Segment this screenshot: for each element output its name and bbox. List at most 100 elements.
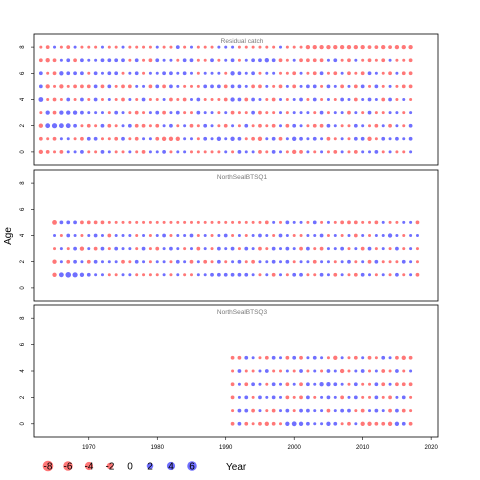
bubble — [333, 395, 337, 399]
bubble — [53, 45, 57, 49]
bubble — [217, 98, 221, 101]
bubble — [312, 123, 317, 128]
bubble — [58, 123, 64, 129]
bubble — [121, 136, 125, 141]
bubble — [320, 84, 324, 88]
bubble — [306, 220, 310, 224]
bubble — [210, 71, 214, 75]
bubble — [196, 110, 201, 115]
bubble — [306, 137, 310, 141]
bubble — [271, 246, 276, 251]
bubble — [353, 382, 358, 387]
bubble — [353, 136, 358, 141]
chart-panels: Residual catch02468NorthSealBTSQ102468No… — [20, 33, 439, 438]
bubble — [148, 71, 152, 75]
y-tick-label: 4 — [20, 233, 26, 237]
bubble — [408, 421, 413, 426]
bubble — [66, 150, 70, 154]
bubble — [244, 97, 249, 102]
bubble — [258, 58, 262, 63]
bubble — [258, 110, 262, 115]
bubble — [169, 150, 173, 154]
bubble — [196, 58, 200, 62]
bubble — [381, 247, 385, 251]
bubble — [114, 45, 118, 49]
bubble — [258, 260, 262, 264]
bubble — [408, 71, 413, 76]
bubble — [182, 71, 187, 76]
bubble — [381, 382, 386, 387]
bubble — [333, 409, 337, 413]
bubble — [142, 71, 146, 75]
bubble — [224, 260, 228, 264]
bubble — [169, 246, 173, 251]
bubble — [162, 220, 166, 224]
bubble — [381, 84, 385, 88]
bubble — [326, 220, 330, 224]
bubble — [114, 71, 119, 76]
bubble — [224, 220, 228, 224]
bubble — [107, 150, 111, 154]
bubble — [258, 71, 262, 75]
bubble — [134, 259, 139, 264]
bubble — [87, 71, 91, 75]
bubble — [189, 123, 194, 128]
bubble — [333, 272, 338, 277]
bubble — [66, 220, 71, 225]
bubble — [183, 260, 187, 264]
bubble — [230, 395, 235, 400]
bubble — [374, 382, 379, 387]
bubble — [59, 260, 63, 264]
bubble — [292, 369, 296, 373]
bubble — [361, 234, 365, 237]
bubble — [415, 220, 420, 225]
bubble — [183, 234, 187, 237]
bubble — [251, 136, 255, 141]
bubble — [114, 260, 118, 264]
bubble — [319, 233, 324, 238]
bubble — [237, 45, 241, 49]
bubble — [66, 58, 71, 63]
bubble — [279, 150, 283, 154]
bubble — [100, 71, 104, 75]
bubble — [279, 356, 283, 360]
bubble — [395, 234, 399, 237]
bubble — [408, 44, 413, 50]
bubble — [388, 247, 392, 251]
bubble — [312, 355, 317, 360]
bubble — [313, 395, 317, 399]
bubble — [326, 234, 330, 237]
bubble — [402, 58, 406, 62]
bubble — [66, 137, 70, 141]
bubble — [237, 408, 242, 413]
bubble — [354, 58, 358, 62]
bubble — [388, 58, 392, 62]
bubble — [333, 137, 337, 141]
bubble — [141, 97, 146, 102]
bubble — [224, 71, 228, 75]
bubble — [360, 421, 365, 426]
bubble — [93, 84, 98, 89]
bubble — [176, 71, 180, 75]
bubble — [87, 58, 91, 62]
panel-title: Residual catch — [221, 38, 264, 45]
bubble — [135, 220, 139, 224]
bubble — [272, 71, 276, 75]
bubble — [244, 421, 249, 426]
bubble — [265, 137, 269, 141]
bubble — [142, 111, 146, 115]
bubble — [306, 71, 310, 75]
bubble — [360, 408, 365, 413]
bubble — [223, 233, 228, 238]
bubble — [401, 259, 406, 264]
bubble — [162, 71, 166, 76]
bubble — [347, 382, 351, 386]
bubble — [292, 247, 296, 251]
bubble — [176, 220, 180, 224]
bubble — [251, 124, 255, 128]
bubble — [292, 355, 297, 360]
bubble — [388, 220, 392, 224]
bubble — [374, 220, 379, 225]
bubble — [299, 58, 303, 63]
bubble — [292, 111, 296, 115]
